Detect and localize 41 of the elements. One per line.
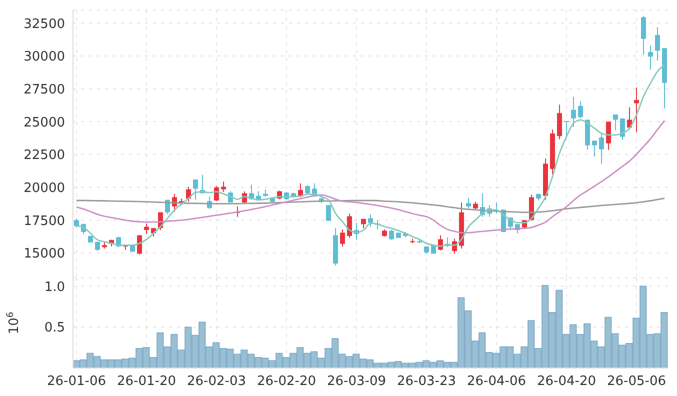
candlestick — [571, 96, 576, 128]
x-tick-label: 26-01-20 — [116, 374, 176, 390]
y-tick-label: 27500 — [24, 82, 65, 98]
x-tick-label: 26-04-06 — [466, 374, 526, 390]
candlestick — [144, 222, 149, 234]
y-tick-label: 17500 — [24, 214, 65, 229]
y-tick-label: 22500 — [24, 148, 65, 164]
candlestick — [557, 104, 562, 140]
candlestick — [193, 178, 198, 200]
candlestick — [592, 140, 597, 157]
y-tick-label: 32500 — [24, 16, 65, 32]
candlestick — [347, 213, 352, 238]
candlestick — [466, 197, 471, 209]
x-tick-label: 26-03-09 — [326, 374, 386, 390]
y-tick-label: 1.0 — [44, 280, 65, 295]
y-tick-label: 20000 — [24, 180, 65, 196]
y-tick-label: 25000 — [24, 115, 65, 130]
candlestick — [438, 234, 443, 251]
candlestick — [564, 120, 569, 138]
candlestick — [613, 114, 618, 131]
candlestick — [599, 132, 604, 164]
x-tick-label: 26-02-03 — [186, 374, 246, 390]
candlestick — [389, 230, 394, 240]
y-tick-label: 0.5 — [44, 320, 65, 336]
candlestick — [368, 214, 373, 228]
candlestick — [648, 44, 653, 70]
y-tick-label: 30000 — [24, 50, 65, 65]
x-tick-label: 26-03-23 — [396, 374, 456, 390]
candlestick — [641, 15, 646, 56]
x-tick-label: 26-01-06 — [46, 374, 106, 390]
candlestick — [340, 228, 345, 247]
candlestick — [634, 87, 639, 133]
x-tick-label: 26-05-06 — [606, 374, 666, 390]
x-tick-label: 26-04-20 — [536, 374, 596, 390]
candlestick — [606, 121, 611, 150]
candlestick — [221, 180, 226, 192]
y-tick-label: 15000 — [24, 246, 65, 262]
candlestick — [655, 26, 660, 62]
line-series — [76, 120, 666, 234]
x-tick-label: 26-02-20 — [256, 374, 316, 390]
candlestick — [578, 100, 583, 119]
